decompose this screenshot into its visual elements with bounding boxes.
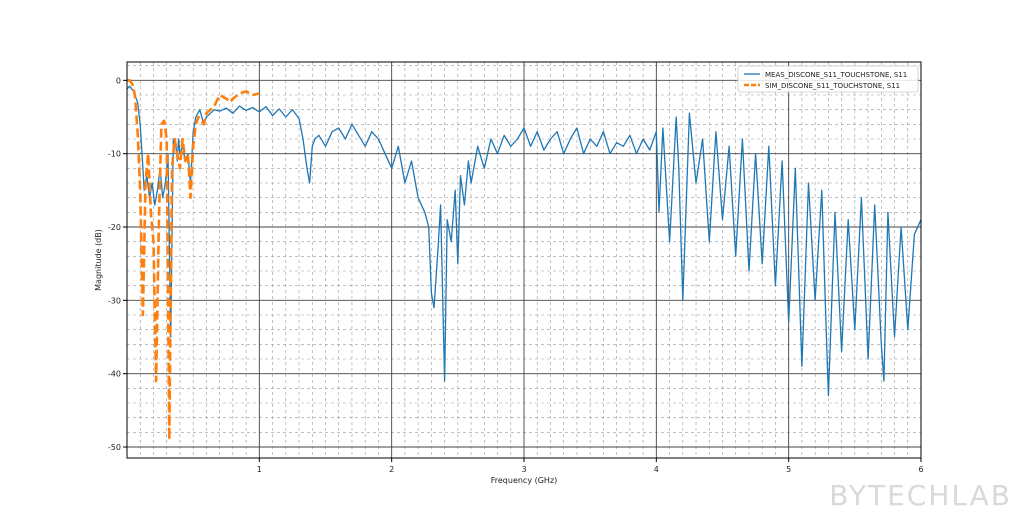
- x-tick-label: 5: [786, 465, 791, 474]
- grid: [127, 62, 922, 458]
- x-tick-label: 4: [654, 465, 659, 474]
- legend-label-0: MEAS_DISCONE_S11_TOUCHSTONE, S11: [765, 71, 907, 79]
- x-tick-label: 6: [918, 465, 923, 474]
- x-tick-label: 3: [521, 465, 526, 474]
- watermark: BYTECHLAB: [829, 479, 1012, 512]
- y-tick-label: -10: [108, 150, 121, 159]
- axes: 1 2 3 4 5 6 0 -10 -20 -30 -40 -50 Frequency (GHz) Mag…: [94, 61, 924, 485]
- legend: MEAS_DISCONE_S11_TOUCHSTONE, S11 SIM_DISC…: [737, 65, 919, 93]
- legend-label-1: SIM_DISCONE_S11_TOUCHSTONE, S11: [765, 82, 900, 90]
- x-tick-label: 2: [389, 465, 394, 474]
- plot-area: [126, 79, 922, 441]
- x-tick-label: 1: [257, 465, 262, 474]
- y-axis-label: Magnitude (dB): [94, 229, 103, 291]
- y-tick-label: -50: [108, 443, 121, 452]
- legend-box: [737, 65, 919, 93]
- series-line-1: [127, 79, 260, 441]
- y-tick-label: -40: [108, 370, 121, 379]
- x-axis-label: Frequency (GHz): [491, 476, 558, 485]
- y-tick-label: -20: [108, 223, 121, 232]
- y-tick-label: 0: [116, 76, 121, 85]
- y-tick-label: -30: [108, 296, 121, 305]
